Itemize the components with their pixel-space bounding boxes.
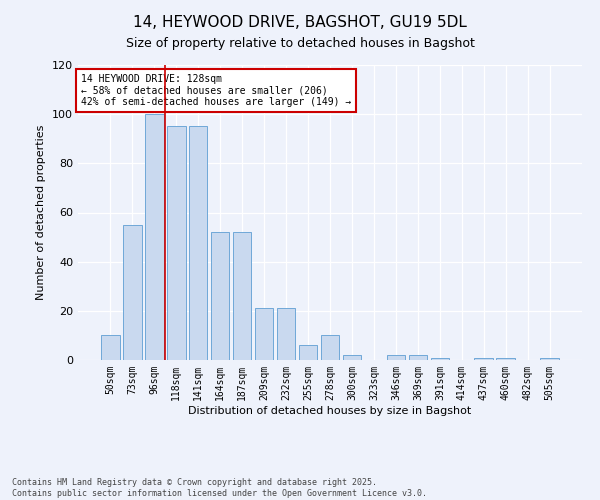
- Text: 14 HEYWOOD DRIVE: 128sqm
← 58% of detached houses are smaller (206)
42% of semi-: 14 HEYWOOD DRIVE: 128sqm ← 58% of detach…: [80, 74, 351, 107]
- Bar: [475, 358, 493, 360]
- Bar: [233, 232, 251, 360]
- X-axis label: Distribution of detached houses by size in Bagshot: Distribution of detached houses by size …: [188, 406, 472, 415]
- Bar: [409, 355, 427, 360]
- Bar: [541, 358, 559, 360]
- Bar: [386, 355, 405, 360]
- Bar: [211, 232, 229, 360]
- Y-axis label: Number of detached properties: Number of detached properties: [37, 125, 46, 300]
- Bar: [145, 114, 164, 360]
- Bar: [277, 308, 295, 360]
- Bar: [320, 336, 340, 360]
- Bar: [189, 126, 208, 360]
- Bar: [431, 358, 449, 360]
- Text: 14, HEYWOOD DRIVE, BAGSHOT, GU19 5DL: 14, HEYWOOD DRIVE, BAGSHOT, GU19 5DL: [133, 15, 467, 30]
- Bar: [255, 308, 274, 360]
- Bar: [167, 126, 185, 360]
- Text: Size of property relative to detached houses in Bagshot: Size of property relative to detached ho…: [125, 38, 475, 51]
- Text: Contains HM Land Registry data © Crown copyright and database right 2025.
Contai: Contains HM Land Registry data © Crown c…: [12, 478, 427, 498]
- Bar: [299, 345, 317, 360]
- Bar: [101, 336, 119, 360]
- Bar: [496, 358, 515, 360]
- Bar: [343, 355, 361, 360]
- Bar: [123, 225, 142, 360]
